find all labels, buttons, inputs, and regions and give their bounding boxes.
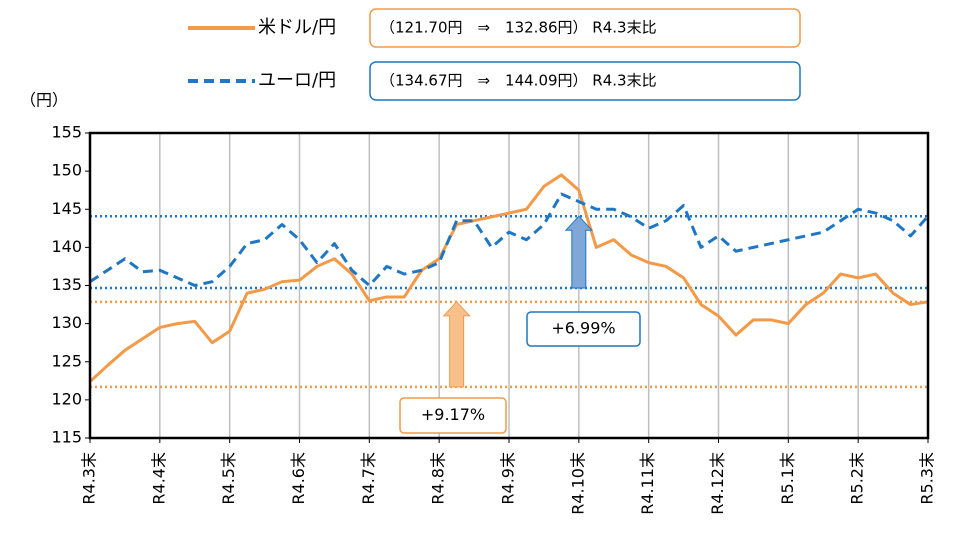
x-tick-label: R4.5末: [219, 452, 238, 505]
x-tick-label: R4.3末: [80, 452, 99, 505]
y-tick-label: 135: [51, 275, 82, 294]
x-tick-label: R4.10末: [568, 452, 587, 515]
x-tick-label: R5.2末: [848, 452, 867, 505]
annotation: +9.17%: [421, 405, 485, 424]
x-tick-label: R4.11末: [638, 452, 657, 515]
x-tick-label: R5.1末: [778, 452, 797, 505]
y-tick-label: 125: [51, 351, 82, 370]
x-tick-label: R5.3末: [918, 452, 937, 505]
annotation-box: [399, 397, 507, 434]
annotation-box: [526, 311, 641, 347]
series-line: [88, 173, 929, 383]
legend-note-box: [369, 61, 801, 101]
y-tick-label: 155: [51, 123, 82, 142]
y-tick-label: 115: [51, 428, 82, 447]
legend-label: 米ドル/円: [258, 17, 336, 38]
legend-note: （121.70円 ⇒ 132.86円） R4.3末比: [380, 19, 657, 37]
y-tick-label: 150: [51, 161, 82, 180]
plot-frame: [88, 131, 930, 440]
x-tick-label: R4.9末: [499, 452, 518, 505]
change-arrow: [442, 301, 471, 388]
x-tick-label: R4.7末: [359, 452, 378, 505]
y-tick-label: 120: [51, 389, 82, 408]
x-tick-label: R4.8末: [429, 452, 448, 505]
legend-note: （134.67円 ⇒ 144.09円） R4.3末比: [380, 72, 657, 90]
y-tick-label: 145: [51, 199, 82, 218]
change-arrow: [564, 215, 593, 289]
x-tick-label: R4.4末: [149, 452, 168, 505]
y-tick-label: 130: [51, 313, 82, 332]
annotation: +6.99%: [551, 319, 615, 338]
legend-label: ユーロ/円: [258, 70, 336, 91]
x-tick-label: R4.12末: [708, 452, 727, 515]
x-tick-label: R4.6末: [289, 452, 308, 505]
series-line: [89, 192, 930, 287]
y-axis-label: （円）: [20, 91, 68, 110]
y-tick-label: 140: [51, 237, 82, 256]
legend-note-box: [369, 8, 801, 48]
